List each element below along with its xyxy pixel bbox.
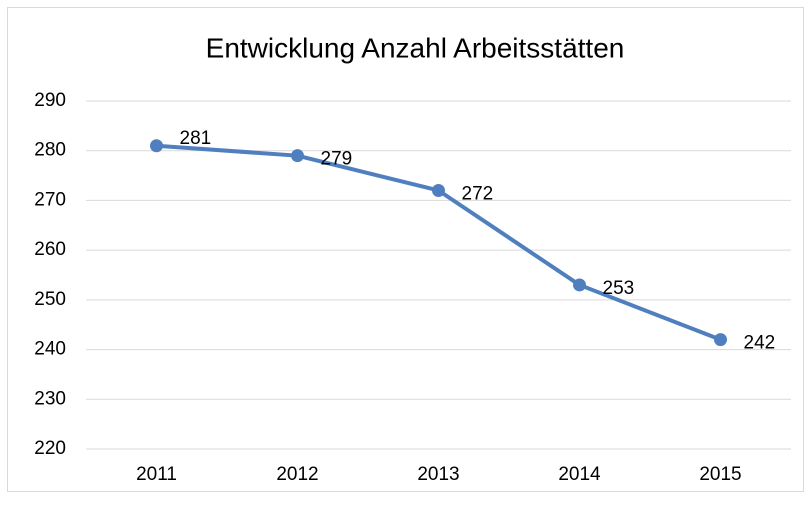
data-label: 253 <box>603 278 635 299</box>
data-point <box>573 278 586 292</box>
y-tick-label: 240 <box>34 339 66 360</box>
chart-border <box>7 7 804 492</box>
x-tick-label: 2014 <box>558 464 601 485</box>
data-point <box>714 333 727 347</box>
chart-title: Entwicklung Anzahl Arbeitsstätten <box>206 32 625 63</box>
data-point <box>150 139 163 153</box>
y-tick-label: 230 <box>34 388 66 409</box>
y-tick-label: 290 <box>34 90 66 111</box>
x-tick-label: 2015 <box>699 464 741 485</box>
y-tick-label: 280 <box>34 140 66 161</box>
data-label: 279 <box>321 149 353 170</box>
data-label: 242 <box>744 333 776 354</box>
data-point <box>432 183 445 197</box>
data-label: 281 <box>180 128 212 149</box>
y-tick-label: 220 <box>34 438 66 459</box>
y-tick-label: 250 <box>34 289 66 310</box>
x-tick-label: 2013 <box>417 464 459 485</box>
x-tick-label: 2012 <box>276 464 318 485</box>
data-label: 272 <box>462 184 494 205</box>
y-tick-label: 260 <box>34 239 66 260</box>
y-tick-label: 270 <box>34 189 66 210</box>
data-point <box>291 149 304 163</box>
x-tick-label: 2011 <box>136 464 177 485</box>
